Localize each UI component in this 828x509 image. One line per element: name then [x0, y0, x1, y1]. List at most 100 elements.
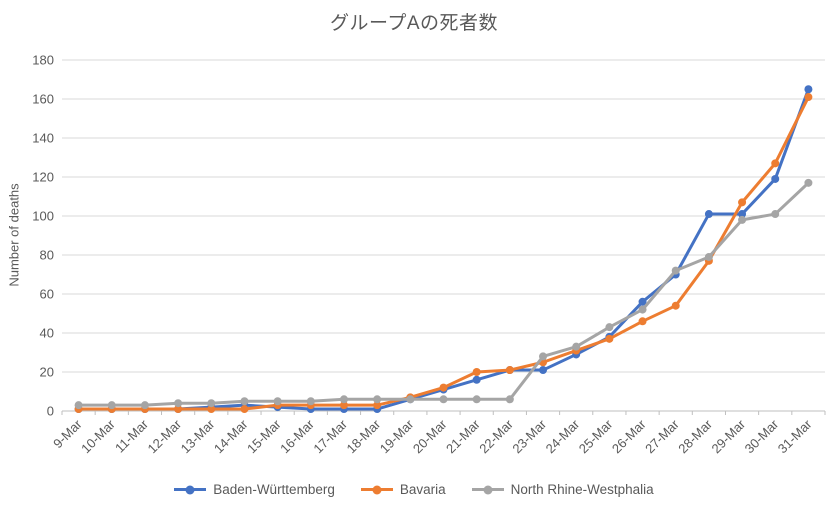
y-axis-labels: 0 20 40 60 80 100 120 140 160 180: [32, 53, 54, 419]
x-tick-label: 29-Mar: [708, 416, 748, 456]
gridlines: [62, 59, 825, 373]
legend-line-marker-icon: [360, 485, 393, 494]
legend-item-Baden-Württemberg: Baden-Württemberg: [174, 482, 335, 497]
legend-dot-icon: [372, 485, 382, 494]
data-point-marker: [373, 395, 382, 404]
data-point-marker: [671, 301, 680, 310]
data-point-marker: [339, 401, 348, 410]
legend-dot-icon: [483, 485, 493, 494]
data-point-marker: [240, 405, 249, 414]
data-point-marker: [539, 366, 548, 375]
legend-item-North Rhine-Westphalia: North Rhine-Westphalia: [471, 482, 654, 497]
x-tick-label: 20-Mar: [410, 416, 450, 456]
series-Bavaria: [74, 93, 813, 414]
data-point-marker: [738, 198, 747, 207]
data-point-marker: [704, 252, 713, 261]
x-axis: [61, 410, 826, 415]
data-point-marker: [240, 397, 249, 406]
x-tick-label: 17-Mar: [310, 416, 350, 456]
y-tick-label: 160: [32, 92, 54, 107]
y-tick-label: 180: [32, 53, 54, 68]
y-tick-label: 60: [40, 287, 54, 302]
x-tick-label: 16-Mar: [277, 416, 317, 456]
data-point-marker: [273, 397, 282, 406]
data-point-marker: [472, 368, 481, 376]
x-tick-label: 10-Mar: [78, 416, 118, 456]
x-tick-label: 26-Mar: [609, 416, 649, 456]
data-point-marker: [207, 405, 216, 414]
data-point-marker: [738, 215, 747, 224]
data-point-marker: [605, 334, 614, 343]
x-tick-label: 23-Mar: [509, 416, 549, 456]
data-point-marker: [339, 395, 348, 404]
x-tick-label: 11-Mar: [112, 416, 152, 456]
series-Baden-Württemberg: [74, 85, 813, 414]
data-point-marker: [605, 323, 614, 332]
data-point-marker: [804, 178, 813, 187]
data-point-marker: [406, 395, 415, 404]
x-tick-label: 25-Mar: [576, 416, 616, 456]
x-tick-label: 18-Mar: [344, 416, 384, 456]
legend-item-Bavaria: Bavaria: [360, 482, 446, 497]
data-point-marker: [140, 401, 149, 410]
data-point-marker: [638, 297, 647, 306]
x-tick-label: 21-Mar: [443, 416, 483, 456]
x-tick-label: 22-Mar: [476, 416, 516, 456]
series-line: [77, 95, 810, 411]
data-point-marker: [439, 395, 448, 404]
legend-label: Baden-Württemberg: [213, 482, 335, 497]
data-point-marker: [439, 383, 448, 392]
data-point-marker: [306, 397, 315, 406]
legend-label: North Rhine-Westphalia: [510, 482, 654, 497]
data-point-marker: [771, 159, 780, 168]
data-point-marker: [174, 399, 183, 408]
series-line: [77, 87, 810, 411]
x-tick-label: 27-Mar: [642, 416, 682, 456]
data-point-marker: [771, 174, 780, 183]
y-tick-label: 140: [32, 131, 54, 146]
series-North Rhine-Westphalia: [74, 178, 813, 410]
data-point-marker: [373, 401, 382, 410]
x-tick-label: 30-Mar: [742, 416, 782, 456]
data-point-marker: [671, 266, 680, 275]
data-point-marker: [207, 399, 216, 408]
data-point-marker: [738, 210, 747, 219]
data-point-marker: [472, 375, 481, 384]
data-point-marker: [74, 401, 83, 410]
x-tick-label: 31-Mar: [775, 416, 815, 456]
x-axis-labels: 9-Mar10-Mar11-Mar12-Mar13-Mar14-Mar15-Ma…: [50, 416, 815, 456]
x-tick-label: 28-Mar: [675, 416, 715, 456]
legend-dot-icon: [185, 485, 195, 494]
legend-label: Bavaria: [399, 482, 446, 497]
x-tick-label: 13-Mar: [178, 416, 218, 456]
chart-title: グループAの死者数: [329, 13, 499, 34]
y-tick-label: 80: [40, 248, 54, 263]
x-tick-label: 19-Mar: [377, 416, 417, 456]
legend-line-marker-icon: [471, 485, 504, 494]
chart-legend: Baden-Württemberg Bavaria North Rhine-West…: [0, 482, 828, 497]
data-point-marker: [505, 366, 514, 375]
data-point-marker: [174, 405, 183, 414]
x-tick-label: 24-Mar: [543, 416, 583, 456]
data-point-marker: [804, 93, 813, 102]
data-point-marker: [638, 317, 647, 326]
x-tick-label: 15-Mar: [244, 416, 284, 456]
data-point-marker: [704, 210, 713, 219]
data-point-marker: [638, 305, 647, 314]
y-tick-label: 0: [47, 404, 54, 419]
y-tick-label: 40: [40, 326, 54, 341]
data-point-marker: [107, 401, 116, 410]
legend-line-marker-icon: [174, 485, 207, 494]
y-tick-label: 100: [32, 209, 54, 224]
y-tick-label: 120: [32, 170, 54, 185]
data-point-marker: [505, 395, 514, 404]
data-point-marker: [539, 352, 548, 361]
y-tick-label: 20: [40, 365, 54, 380]
data-point-marker: [804, 85, 813, 94]
data-point-marker: [572, 342, 581, 351]
x-tick-label: 12-Mar: [144, 416, 184, 456]
x-tick-label: 14-Mar: [211, 416, 251, 456]
data-point-marker: [771, 210, 780, 219]
